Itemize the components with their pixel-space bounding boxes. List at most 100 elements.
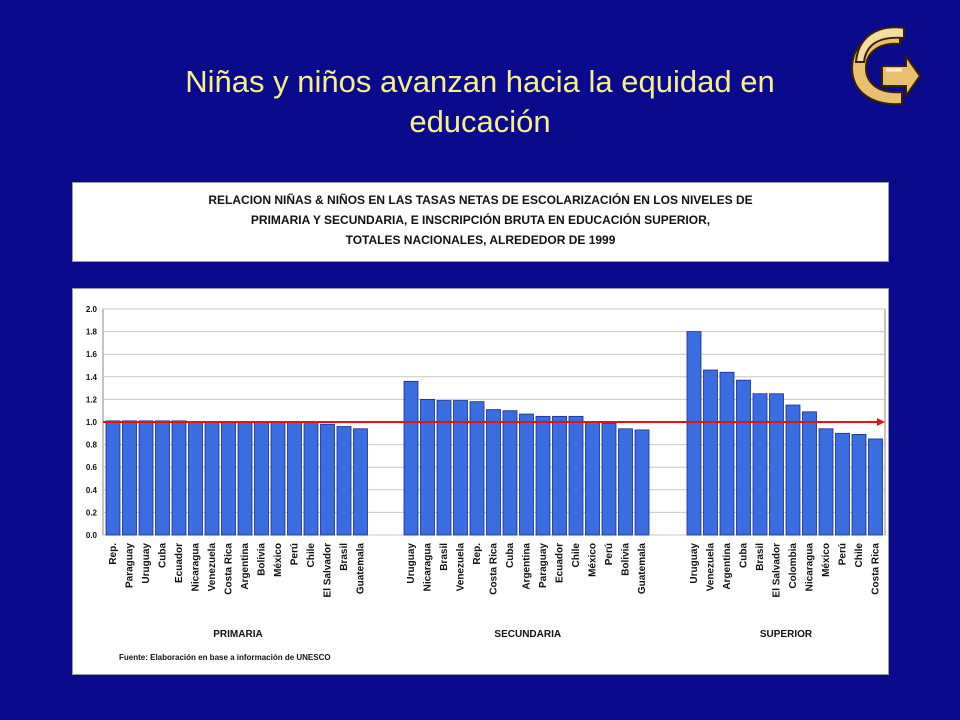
y-tick-label: 1.2 (86, 395, 98, 404)
bar (568, 415, 584, 536)
chart-title-line3: TOTALES NACIONALES, ALREDEDOR DE 1999 (345, 233, 616, 247)
bar (403, 380, 419, 536)
bar (736, 379, 751, 536)
curved-arrow-logo-icon (842, 26, 922, 117)
category-label: Nicaragua (191, 543, 202, 592)
category-label: Rep. (472, 543, 483, 565)
bar (105, 420, 121, 536)
bar (254, 421, 269, 536)
bar (122, 420, 137, 536)
slide-title: Niñas y niños avanzan hacia la equidad e… (60, 62, 900, 143)
category-label: Nicaragua (805, 543, 816, 592)
category-label: Costa Rica (224, 543, 235, 595)
bar (221, 421, 236, 536)
category-label: Uruguay (141, 543, 152, 584)
bar (519, 413, 534, 536)
category-label: Guatemala (356, 543, 367, 595)
reference-line-arrow (877, 418, 885, 426)
bar (469, 401, 485, 536)
category-label: El Salvador (323, 543, 334, 598)
category-label: Costa Rica (871, 543, 882, 595)
category-label: Venezuela (706, 543, 717, 592)
category-label: Cuba (158, 543, 169, 568)
bar (204, 421, 220, 536)
category-label: Paraguay (538, 543, 549, 588)
slide-title-line1: Niñas y niños avanzan hacia la equidad e… (185, 64, 775, 99)
category-label: Chile (571, 543, 582, 568)
category-label: Paraguay (125, 543, 136, 588)
bar (601, 422, 617, 536)
bar (171, 420, 187, 536)
category-label: Guatemala (637, 543, 648, 595)
category-label: Rep. (108, 543, 119, 565)
category-label: Brasil (755, 543, 766, 571)
bar (287, 421, 302, 536)
category-label: México (588, 543, 599, 577)
bar (686, 331, 702, 536)
category-label: Uruguay (406, 543, 417, 584)
bar (436, 400, 452, 536)
chart-title-line2: PRIMARIA Y SECUNDARIA, E INSCRIPCIÓN BRU… (250, 213, 711, 227)
bar (618, 428, 633, 536)
y-tick-label: 1.8 (86, 328, 98, 337)
bar (835, 432, 850, 536)
bar (270, 421, 286, 536)
category-label: Ecuador (174, 543, 185, 583)
category-label: Chile (306, 543, 317, 568)
y-tick-label: 2.0 (86, 305, 98, 314)
category-label: El Salvador (772, 543, 783, 598)
category-label: Uruguay (689, 543, 700, 584)
bar (769, 393, 784, 536)
group-label: PRIMARIA (213, 629, 262, 640)
bar (353, 428, 368, 536)
category-label: Venezuela (456, 543, 467, 592)
bar (535, 415, 551, 536)
bar (155, 420, 170, 536)
bar (320, 423, 335, 536)
bar (552, 415, 567, 536)
bar-chart: 0.0 0.2 0.4 0.6 0.8 1.0 1.2 1.4 1.6 1.8 2.0 Rep. Par… (86, 305, 886, 640)
bar (785, 404, 801, 536)
bar (336, 426, 352, 536)
category-label: Ecuador (555, 543, 566, 583)
category-label: México (821, 543, 832, 577)
category-label: Brasil (439, 543, 450, 571)
y-tick-label: 1.4 (86, 373, 98, 382)
bar (634, 429, 650, 536)
chart-title-box: RELACION NIÑAS & NIÑOS EN LAS TASAS NETA… (72, 182, 889, 262)
bar (502, 410, 518, 536)
y-tick-label: 0.6 (86, 463, 98, 472)
category-label: Bolivia (257, 543, 268, 576)
group-label: SUPERIOR (760, 629, 813, 640)
y-tick-label: 0.8 (86, 441, 98, 450)
y-tick-label: 1.0 (86, 418, 98, 427)
y-tick-label: 0.0 (86, 531, 98, 540)
category-label: Argentina (722, 543, 733, 590)
bar (237, 421, 253, 536)
category-label: Perú (290, 543, 301, 565)
category-label: Venezuela (207, 543, 218, 592)
y-tick-label: 0.4 (86, 486, 98, 495)
bar (868, 438, 883, 536)
category-label: Perú (838, 543, 849, 565)
bar (188, 421, 203, 536)
bar (818, 428, 834, 536)
chart-title-line1: RELACION NIÑAS & NIÑOS EN LAS TASAS NETA… (208, 193, 753, 207)
category-label: Chile (854, 543, 865, 568)
category-label: Cuba (505, 543, 516, 568)
bar (420, 399, 435, 536)
bar (851, 434, 867, 536)
bar (585, 421, 600, 536)
category-label: Argentina (240, 543, 251, 590)
category-label: Bolivia (621, 543, 632, 576)
y-tick-label: 1.6 (86, 350, 98, 359)
bar (752, 393, 768, 536)
y-tick-label: 0.2 (86, 508, 98, 517)
category-label: México (273, 543, 284, 577)
category-label: Costa Rica (489, 543, 500, 595)
group-label: SECUNDARIA (494, 629, 561, 640)
bar (303, 421, 319, 536)
bar (138, 420, 154, 536)
category-label: Colombia (788, 543, 799, 589)
category-label: Nicaragua (423, 543, 434, 592)
